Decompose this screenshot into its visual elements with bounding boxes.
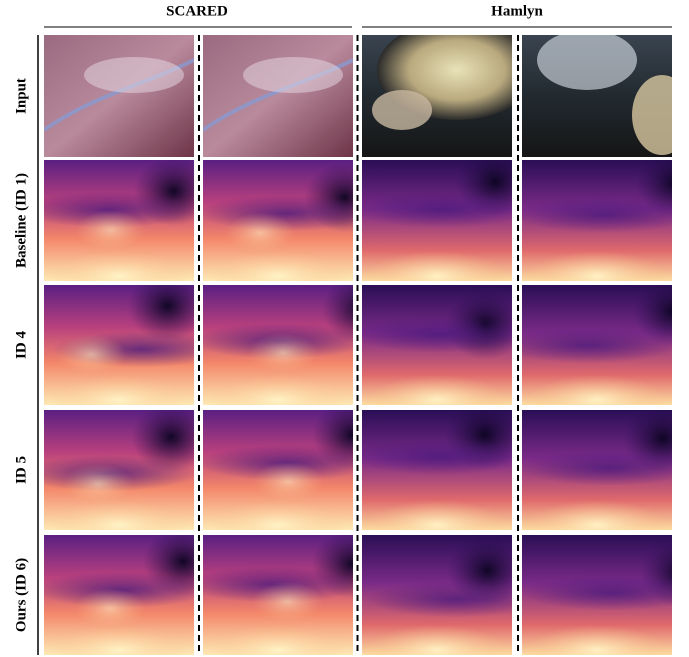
image-cell [32, 526, 224, 657]
glare [243, 57, 343, 93]
image-cell [350, 285, 530, 425]
glare [84, 57, 184, 93]
depth-band [498, 327, 678, 363]
image-cell [522, 535, 689, 657]
row-label: ID 5 [13, 456, 29, 484]
image [44, 35, 194, 157]
image [17, 402, 211, 550]
image [32, 526, 224, 657]
depth-near [248, 333, 318, 373]
image [522, 30, 689, 157]
image-cell [44, 35, 194, 157]
depth-band [366, 581, 546, 617]
depth-far [128, 271, 208, 341]
image-cell [519, 403, 689, 550]
image-cell [184, 529, 392, 657]
glare [537, 30, 637, 90]
depth-band [352, 192, 532, 228]
tissue [372, 90, 432, 130]
depth-near [254, 462, 324, 502]
image [498, 277, 689, 425]
depth-near [63, 464, 133, 504]
tissue [44, 35, 194, 157]
image [19, 156, 214, 301]
image-cell [203, 35, 353, 157]
depth-band [514, 197, 689, 233]
row-label: Baseline (ID 1) [13, 173, 29, 268]
row-label: Ours (ID 6) [13, 558, 29, 632]
image [197, 160, 385, 301]
image [362, 20, 537, 157]
row-label: Input [13, 78, 29, 114]
depth-near [253, 581, 323, 621]
depth-near [225, 213, 295, 253]
row-label: ID 4 [13, 331, 29, 359]
image [519, 403, 689, 550]
image [203, 35, 353, 157]
image-cell [19, 156, 214, 301]
column-header: SCARED [166, 3, 228, 19]
image [350, 285, 530, 425]
image-cell [17, 402, 211, 550]
image-cell [197, 160, 385, 301]
image-cell [522, 30, 689, 157]
tissue [203, 35, 353, 157]
image [184, 529, 392, 657]
depth-near [75, 588, 145, 628]
depth-band [350, 439, 530, 475]
image-cell [498, 277, 689, 425]
image-cell [514, 148, 689, 301]
image-cell [352, 147, 535, 301]
column-header: Hamlyn [491, 3, 543, 19]
figure: SCARED Hamlyn Input Baseline (ID 1) ID 4 ID… [0, 0, 689, 657]
image-cell [350, 399, 530, 550]
image-cell [362, 20, 537, 157]
image [514, 148, 689, 301]
image [350, 399, 530, 550]
depth-near [56, 334, 126, 374]
depth-band [350, 317, 530, 353]
depth-near [76, 210, 146, 250]
image [522, 535, 689, 657]
image [352, 147, 535, 301]
